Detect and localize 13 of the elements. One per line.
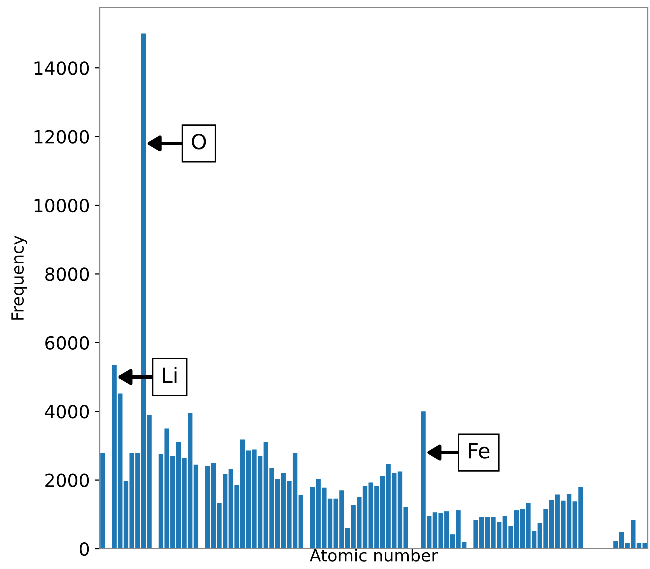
y-tick-label: 4000 [45,405,90,419]
annotation: Fe [469,443,490,459]
y-tick-label: 10000 [34,198,90,213]
y-tick-label: 6000 [46,336,90,350]
y-tick-label: 0 [80,542,90,556]
annotation: Li [163,367,177,384]
y-tick-label: 12000 [34,130,90,144]
y-tick-label: 8000 [46,268,90,282]
y-tick-label: 14000 [34,62,90,76]
y-tick-label: 2000 [46,474,90,488]
y-axis-title: Frequency [12,236,28,320]
annotation: O [192,134,206,150]
x-axis-title: Atomic number [310,549,438,562]
